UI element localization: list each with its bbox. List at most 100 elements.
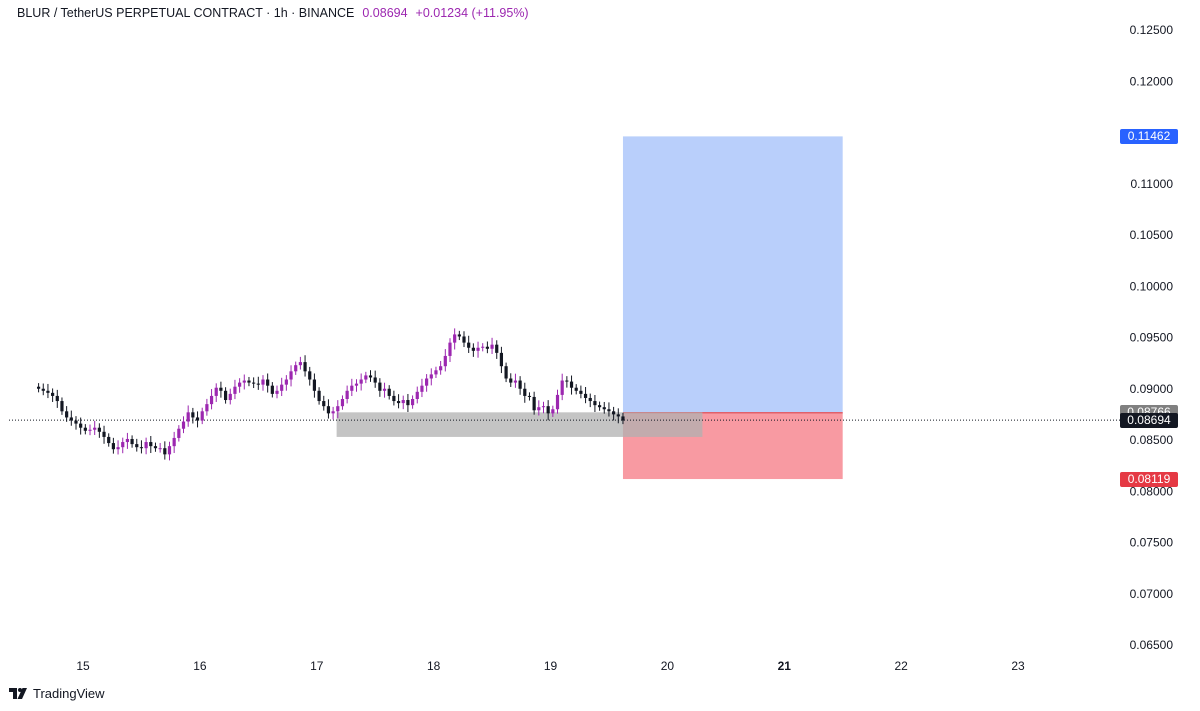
candle-body	[111, 443, 115, 450]
candle-body	[396, 401, 401, 404]
candle-body	[88, 429, 92, 431]
candle-body	[331, 411, 335, 414]
candle-body	[518, 380, 522, 389]
candle-body	[410, 399, 415, 406]
candle-body	[583, 393, 588, 398]
x-tick-label: 16	[193, 659, 207, 673]
symbol-label: BLUR / TetherUS PERPETUAL CONTRACT · 1h …	[17, 6, 355, 20]
candle-body	[364, 375, 368, 380]
candle-body	[336, 406, 340, 412]
candle-body	[284, 379, 288, 385]
candle-body	[546, 406, 550, 414]
x-tick-label: 21	[778, 659, 792, 673]
candle-body	[425, 378, 429, 386]
candle-body	[448, 342, 452, 356]
y-tick-label: 0.12500	[1130, 23, 1174, 37]
target-zone	[622, 136, 843, 413]
candle-body	[107, 436, 111, 444]
y-tick-label: 0.07000	[1130, 587, 1174, 601]
candle-body	[228, 393, 232, 401]
tradingview-wordmark: TradingView	[33, 686, 105, 701]
price-tag-last: 0.08694	[1120, 412, 1178, 428]
demand-zone	[336, 412, 703, 437]
candle-body	[280, 384, 284, 391]
candle-body	[261, 379, 265, 385]
candle-body	[415, 391, 419, 399]
y-tick-label: 0.12000	[1130, 74, 1174, 88]
candle-body	[588, 397, 592, 402]
candle-body	[499, 352, 504, 367]
candle-body	[83, 427, 87, 431]
candle-body	[495, 344, 499, 353]
candle-body	[79, 423, 83, 428]
candle-body	[186, 412, 190, 422]
candle-body	[102, 431, 106, 437]
x-tick-label: 19	[544, 659, 558, 673]
candle-body	[485, 346, 489, 349]
candle-body	[574, 387, 578, 391]
candle-body	[467, 342, 471, 348]
candle-body	[51, 392, 55, 396]
candle-body	[602, 407, 606, 410]
candle-body	[354, 383, 359, 386]
candle-body	[350, 385, 354, 391]
price-tag-stop: 0.08119	[1120, 471, 1178, 487]
x-tick-label: 22	[894, 659, 908, 673]
candle-body	[195, 417, 200, 421]
candle-body	[569, 381, 574, 388]
candle-body	[593, 401, 597, 406]
tradingview-icon	[9, 688, 27, 699]
candle-body	[209, 395, 214, 405]
candle-body	[345, 390, 349, 399]
candle-body	[387, 388, 391, 396]
candle-body	[41, 388, 45, 391]
y-tick-label: 0.08000	[1130, 484, 1174, 498]
candle-body	[60, 401, 64, 412]
candle-body	[116, 447, 120, 450]
y-tick-label: 0.08500	[1130, 433, 1174, 447]
y-tick-label: 0.10000	[1130, 279, 1174, 293]
candle-body	[294, 365, 298, 372]
y-tick-label: 0.09000	[1130, 382, 1174, 396]
candle-body	[238, 382, 242, 387]
candle-body	[55, 395, 59, 402]
candle-body	[401, 400, 405, 404]
candle-body	[513, 380, 518, 383]
candle-body	[406, 400, 410, 406]
y-tick-label: 0.06500	[1130, 638, 1174, 652]
x-tick-label: 17	[310, 659, 324, 673]
candle-body	[275, 390, 279, 394]
candle-body	[172, 437, 176, 447]
candle-body	[181, 421, 186, 429]
candle-body	[205, 404, 209, 412]
candle-body	[223, 390, 228, 401]
candle-body	[158, 448, 162, 450]
x-tick-label: 23	[1011, 659, 1025, 673]
candle-body	[153, 446, 158, 449]
tradingview-logo[interactable]: TradingView	[9, 686, 105, 701]
candle-body	[308, 371, 312, 380]
candle-body	[97, 427, 101, 432]
candle-body	[69, 417, 73, 421]
candle-body	[420, 385, 424, 392]
candle-body	[139, 447, 144, 449]
candle-body	[597, 405, 602, 408]
candle-body	[555, 394, 560, 410]
candle-body	[219, 387, 223, 391]
candle-body	[541, 406, 546, 408]
candle-body	[242, 380, 246, 383]
price-tag-target: 0.11462	[1120, 128, 1178, 144]
y-tick-label: 0.10500	[1130, 228, 1174, 242]
candle-body	[340, 399, 345, 407]
candle-body	[382, 388, 387, 391]
candle-body	[252, 382, 256, 384]
candle-body	[527, 395, 532, 397]
candle-body	[457, 334, 461, 337]
candle-body	[607, 409, 611, 412]
candle-body	[565, 380, 569, 382]
candle-body	[429, 374, 433, 379]
candle-body	[326, 406, 331, 414]
candle-body	[298, 362, 302, 366]
